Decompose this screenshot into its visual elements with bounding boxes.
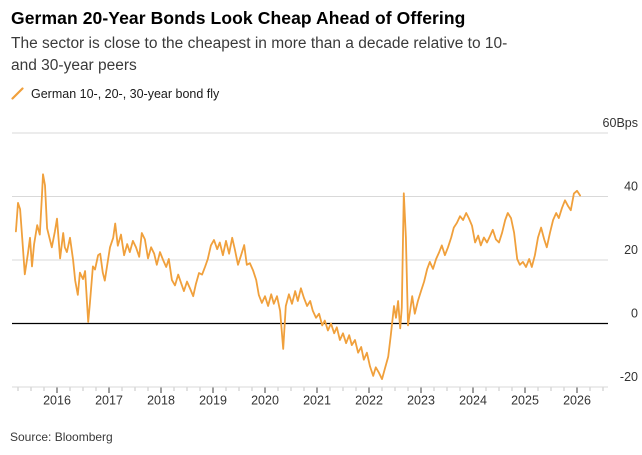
x-tick-label: 2023 [407, 394, 435, 408]
y-tick-label: -20 [620, 370, 638, 384]
x-axis: 2016 2017 2018 2019 2020 2021 2022 2023 2024 2025… [17, 387, 604, 408]
chart-subtitle-line2: and 30-year peers [11, 56, 137, 74]
x-tick-label: 2022 [355, 394, 383, 408]
y-tick-label: 20 [624, 243, 638, 257]
x-tick-label: 2016 [43, 394, 71, 408]
x-tick-label: 2024 [459, 394, 487, 408]
slash-icon [11, 87, 24, 100]
x-tick-label: 2026 [563, 394, 591, 408]
x-tick-label: 2018 [147, 394, 175, 408]
y-axis-labels: 60Bps 40 20 0 -20 [603, 116, 639, 384]
bond-fly-line-series [15, 173, 581, 380]
legend: German 10-, 20-, 30-year bond fly [11, 86, 219, 101]
source-note: Source: Bloomberg [10, 430, 113, 444]
x-tick-label: 2017 [95, 394, 123, 408]
chart-title: German 20-Year Bonds Look Cheap Ahead of… [11, 8, 466, 28]
chart-subtitle-line1: The sector is close to the cheapest in m… [11, 35, 508, 52]
x-tick-label: 2021 [303, 394, 331, 408]
y-tick-label: 0 [631, 307, 638, 321]
legend-label: German 10-, 20-, 30-year bond fly [31, 86, 220, 101]
y-tick-label: 40 [624, 180, 638, 194]
x-tick-label: 2025 [511, 394, 539, 408]
chart-subtitle: The sector is close to the cheapest in m… [11, 33, 625, 76]
x-tick-label: 2019 [199, 394, 227, 408]
gridlines [12, 132, 608, 388]
y-tick-label: 60Bps [603, 116, 638, 130]
x-tick-label: 2020 [251, 394, 279, 408]
